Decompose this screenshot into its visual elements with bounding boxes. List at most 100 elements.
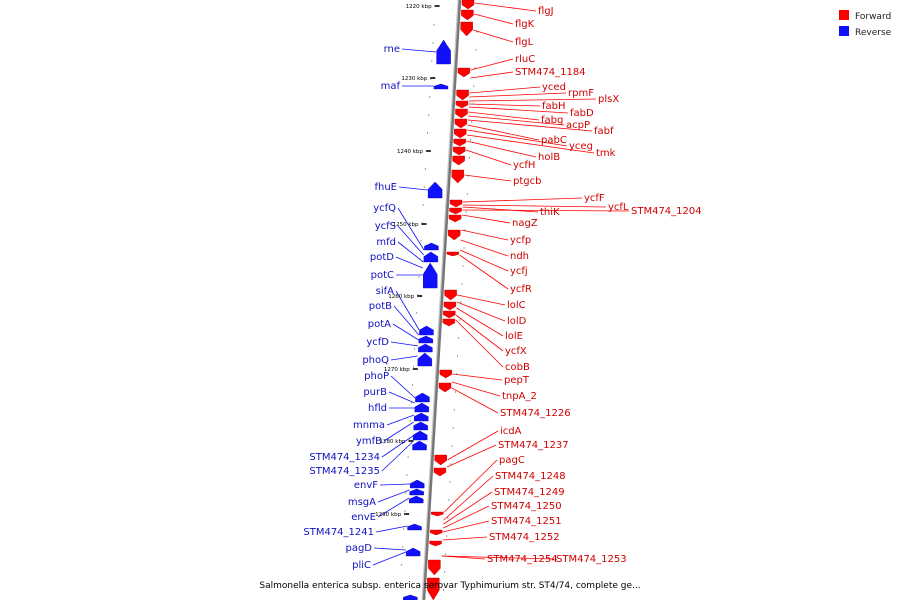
reverse-leader-line (372, 551, 407, 566)
reverse-gene-arrow (418, 335, 434, 344)
kbp-tick-label: 1220 kbp (406, 4, 432, 10)
reverse-gene-label: hfld (368, 403, 387, 414)
kbp-tick-label: 1260 kbp (388, 294, 414, 300)
reverse-gene-arrow (412, 430, 428, 441)
reverse-gene-arrow (414, 412, 429, 422)
forward-leader-line (461, 229, 509, 241)
forward-leader-line (468, 115, 565, 126)
reverse-gene-arrow (424, 242, 439, 251)
forward-gene-arrow (438, 382, 452, 393)
reverse-leader-line (397, 241, 424, 263)
reverse-gene-arrow (436, 39, 451, 65)
backbone-shadow (421, 0, 460, 600)
reverse-gene-label: pagD (345, 543, 372, 554)
forward-gene-arrow (439, 369, 452, 379)
forward-gene-label: pabC (541, 135, 567, 146)
reverse-leader-line (397, 207, 425, 251)
forward-leader-line (469, 92, 567, 98)
forward-leader-line (455, 314, 504, 352)
forward-gene-label: STM474_1250 (491, 501, 562, 512)
reverse-gene-label: rne (384, 44, 400, 55)
forward-leader-line (462, 204, 607, 208)
kbp-tick-label: 1270 kbp (384, 367, 410, 373)
forward-gene-arrow (449, 207, 462, 215)
forward-gene-label: yceg (569, 141, 593, 152)
reverse-gene-label: STM474_1241 (303, 527, 374, 538)
reverse-gene-label: ycfQ (373, 203, 396, 214)
forward-gene-label: pagC (499, 455, 525, 466)
forward-gene-label: STM474_1254 (487, 554, 558, 565)
forward-leader-line (460, 239, 509, 257)
forward-gene-arrow (460, 21, 473, 37)
reverse-gene-arrow (409, 495, 424, 504)
reverse-leader-line (393, 305, 420, 336)
forward-gene-arrow (448, 229, 461, 241)
forward-gene-arrow (429, 540, 442, 547)
reverse-gene-arrow (405, 547, 421, 557)
reverse-leader-line (383, 421, 414, 442)
forward-leader-line (469, 86, 541, 94)
reverse-gene-label: potC (371, 270, 394, 281)
reverse-gene-label: ycfS (375, 221, 396, 232)
forward-gene-arrow (453, 138, 466, 147)
forward-gene-label: flgK (515, 19, 535, 30)
forward-leader-line (447, 430, 499, 461)
forward-gene-label: STM474_1226 (500, 408, 571, 419)
reverse-gene-label: STM474_1234 (309, 452, 380, 463)
forward-gene-label: rpmF (568, 88, 594, 99)
forward-gene-label: fabD (570, 108, 594, 119)
forward-leader-line (473, 29, 514, 43)
reverse-leader-line (390, 341, 419, 347)
forward-gene-label: STM474_1184 (515, 67, 586, 78)
reverse-gene-arrow (423, 262, 438, 289)
forward-gene-arrow (451, 169, 464, 184)
reverse-gene-label: msgA (348, 497, 376, 508)
forward-leader-line (441, 555, 555, 560)
reverse-leader-line (381, 435, 414, 458)
forward-gene-label: ycfR (510, 284, 532, 295)
reverse-leader-line (390, 375, 416, 399)
forward-gene-label: lolD (507, 316, 527, 327)
kbp-tick-label: 1250 kbp (393, 222, 419, 228)
forward-leader-line (443, 505, 490, 529)
forward-gene-arrow (454, 118, 468, 129)
forward-gene-label: ycfX (505, 346, 527, 357)
reverse-leader-line (388, 391, 415, 404)
reverse-gene-arrow (427, 181, 443, 199)
forward-gene-label: thiK (540, 207, 560, 218)
forward-leader-line (462, 209, 630, 212)
forward-gene-label: STM474_1252 (489, 532, 560, 543)
forward-leader-line (462, 197, 583, 203)
reverse-leader-line (398, 186, 428, 191)
forward-gene-label: yced (542, 82, 566, 93)
forward-gene-arrow (461, 9, 474, 21)
forward-gene-label: lolC (507, 300, 526, 311)
reverse-leader-line (392, 323, 419, 341)
forward-gene-arrow (431, 511, 444, 517)
reverse-gene-label: maf (381, 81, 401, 92)
reverse-gene-arrow (407, 523, 422, 531)
forward-leader-line (462, 214, 511, 224)
reverse-leader-line (379, 483, 410, 486)
forward-gene-arrow (448, 214, 462, 223)
forward-gene-label: nagZ (512, 218, 538, 229)
reverse-gene-arrow (409, 488, 424, 496)
forward-gene-label: STM474_1248 (495, 471, 566, 482)
forward-gene-label: ycfH (513, 160, 535, 171)
forward-leader-line (462, 206, 539, 213)
reverse-gene-label: STM474_1235 (309, 466, 380, 477)
forward-leader-line (468, 98, 597, 102)
forward-gene-label: tmk (596, 148, 616, 159)
forward-leader-line (456, 301, 506, 322)
reverse-gene-label: phoP (364, 371, 389, 382)
reverse-leader-line (373, 547, 407, 551)
forward-leader-line (459, 254, 509, 290)
forward-leader-line (457, 294, 506, 306)
legend-label-forward: Forward (855, 12, 891, 22)
reverse-gene-label: sifA (376, 286, 395, 297)
reverse-gene-arrow (403, 594, 418, 600)
reverse-leader-line (390, 355, 418, 361)
forward-leader-line (468, 111, 540, 121)
legend-swatch-reverse (839, 26, 849, 36)
